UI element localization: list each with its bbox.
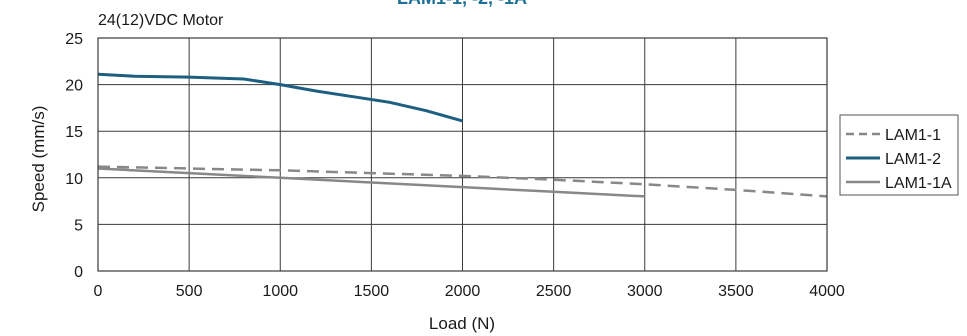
y-tick-labels: 0 5 10 15 20 25	[65, 31, 83, 281]
y-tick-label: 5	[74, 217, 83, 234]
x-tick-label: 1500	[354, 283, 390, 300]
x-tick-label: 4000	[809, 283, 845, 300]
chart-subtitle: 24(12)VDC Motor	[98, 12, 224, 29]
plot-frame	[97, 37, 828, 272]
series-line-lam1-1a	[97, 167, 645, 198]
x-tick-label: 3000	[627, 283, 663, 300]
x-axis-label: Load (N)	[429, 314, 495, 333]
legend-label: LAM1-2	[885, 151, 941, 168]
grid	[98, 38, 827, 271]
legend: LAM1-1 LAM1-2 LAM1-1A	[839, 114, 959, 196]
y-tick-label: 20	[65, 78, 83, 95]
x-tick-label: 2000	[445, 283, 481, 300]
x-tick-label: 500	[176, 283, 203, 300]
x-tick-labels: 0 500 1000 1500 2000 2500 3000 3500 4000	[94, 283, 845, 300]
y-axis-label: Speed (mm/s)	[29, 106, 48, 213]
x-tick-label: 3500	[718, 283, 754, 300]
legend-label: LAM1-1	[885, 127, 941, 144]
x-tick-label: 0	[94, 283, 103, 300]
y-tick-label: 0	[74, 264, 83, 281]
x-tick-label: 1000	[262, 283, 298, 300]
series-line-lam1-1	[97, 165, 828, 198]
chart-title: LAM1-1, -2, -1A	[397, 0, 527, 8]
legend-label: LAM1-1A	[885, 175, 952, 192]
y-tick-label: 15	[65, 124, 83, 141]
y-tick-label: 25	[65, 31, 83, 48]
y-tick-label: 10	[65, 171, 83, 188]
series-layer	[97, 72, 828, 198]
series-line-lam1-2	[97, 72, 463, 123]
x-tick-label: 2500	[536, 283, 572, 300]
